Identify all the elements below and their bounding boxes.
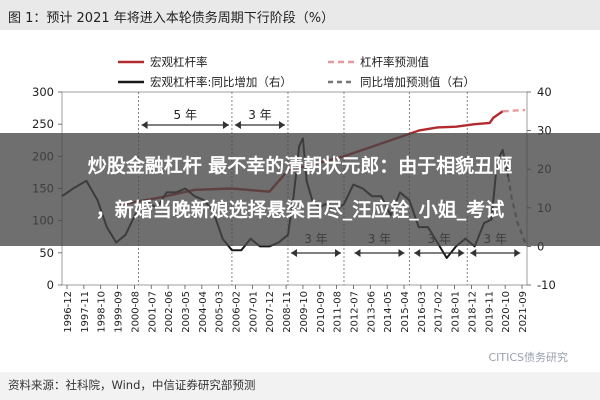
x-tick-label: 2010-09 [316,291,327,333]
legend-label: 杠杆率预测值 [360,55,429,69]
x-tick-label: 2011-08 [333,291,344,333]
y-left-tick-label: 0 [47,278,54,292]
cycle-arrowhead-left [290,249,297,257]
x-tick-label: 2000-08 [130,291,141,333]
x-tick-label: 2017-02 [434,291,445,333]
x-tick-label: 2019-11 [484,291,495,333]
x-tick-label: 2001-07 [147,291,158,333]
x-tick-label: 1997-11 [80,291,91,333]
x-tick-label: 2008-11 [282,291,293,333]
x-tick-label: 2014-05 [383,291,394,333]
y-left-tick-label: 300 [32,85,54,99]
x-tick-label: 2007-12 [265,291,276,333]
x-tick-label: 2012-07 [349,291,360,333]
legend-label: 宏观杠杆率:同比增加（右） [150,75,292,89]
x-tick-label: 1996-12 [63,291,74,333]
cycle-label: 3 年 [248,108,271,122]
x-tick-label: 2013-06 [366,291,377,333]
x-tick-label: 2002-06 [164,291,175,333]
source-note: 资料来源：社科院，Wind，中信证券研究部预测 [8,378,256,392]
x-tick-label: 2016-03 [417,291,428,333]
figure-header: 图 1：预计 2021 年将进入本轮债务周期下行阶段（%） [0,0,600,30]
x-tick-label: 1998-10 [97,291,108,333]
cycle-label: 5 年 [174,108,197,122]
cycle-arrowhead-right [334,249,341,257]
x-tick-label: 2009-10 [299,291,310,333]
legend-label: 同比增加预测值（右） [360,75,475,89]
text-overlay-banner: 炒股金融杠杆 最不幸的清朝状元郎：由于相貌丑陋 ，新婚当晚新娘选择悬梁自尽_汪应… [0,133,600,246]
cycle-arrowhead-left [234,121,241,129]
cycle-arrowhead-right [222,121,229,129]
y-right-tick-label: 40 [537,85,552,99]
figure-footer: 资料来源：社科院，Wind，中信证券研究部预测 [0,372,600,400]
y-right-tick-label: 0 [537,239,544,253]
overlay-line-1: 炒股金融杠杆 最不幸的清朝状元郎：由于相貌丑陋 [87,155,513,177]
y-left-tick-label: 50 [39,246,54,260]
x-tick-label: 2005-03 [215,291,226,333]
overlay-line-2: ，新婚当晚新娘选择悬梁自尽_汪应铨_小姐_考试 [95,199,505,221]
x-tick-label: 2018-12 [467,291,478,333]
x-tick-label: 2018-01 [451,291,462,333]
x-tick-label: 2021-09 [518,291,529,333]
cycle-arrowhead-left [141,121,148,129]
series-line-leverage-forecast [502,108,526,113]
x-tick-label: 2006-02 [232,291,243,333]
x-tick-label: 1999-09 [114,291,125,333]
watermark-text: CITICS债务研究 [488,351,568,364]
cycle-arrowhead-left [354,249,361,257]
x-tick-label: 2004-04 [198,291,209,333]
cycle-arrowhead-right [278,121,285,129]
x-tick-label: 2020-10 [501,291,512,333]
legend-label: 宏观杠杆率 [150,55,208,69]
y-left-tick-label: 250 [32,117,54,131]
cycle-arrowhead-left [414,249,421,257]
cycle-arrowhead-right [514,249,521,257]
cycle-arrowhead-right [398,249,405,257]
x-tick-label: 2015-04 [400,291,411,333]
cycle-arrowhead-right [458,249,465,257]
figure-title: 图 1：预计 2021 年将进入本轮债务周期下行阶段（%） [8,11,335,26]
x-tick-label: 2007-01 [248,291,259,333]
x-tick-label: 2003-05 [181,291,192,333]
cycle-arrowhead-left [470,249,477,257]
y-right-tick-label: -10 [537,278,556,292]
